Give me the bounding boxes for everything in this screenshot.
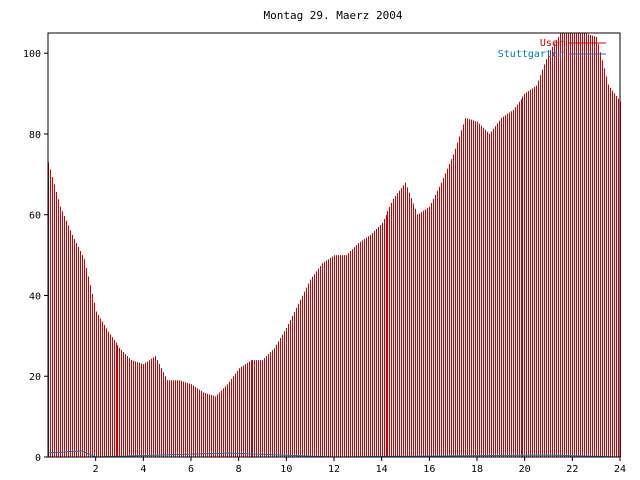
x-tick-label: 18: [471, 464, 483, 475]
stuttgarter-line: [47, 450, 621, 458]
chart-title: Montag 29. Maerz 2004: [263, 9, 402, 22]
x-tick-label: 20: [519, 464, 531, 475]
y-tick-label: 100: [23, 49, 41, 60]
y-tick-label: 0: [35, 453, 41, 464]
legend-label-1: Stuttgarter: [498, 49, 564, 60]
y-tick-label: 60: [29, 211, 41, 222]
x-tick-label: 2: [93, 464, 99, 475]
x-tick-label: 10: [280, 464, 292, 475]
x-tick-label: 4: [140, 464, 146, 475]
x-tick-label: 24: [614, 464, 626, 475]
x-tick-label: 22: [566, 464, 578, 475]
legend-label-0: User: [540, 38, 564, 49]
series-layer: [47, 450, 621, 458]
y-tick-label: 20: [29, 372, 41, 383]
y-tick-label: 40: [29, 291, 41, 302]
x-tick-label: 16: [423, 464, 435, 475]
x-tick-label: 8: [236, 464, 242, 475]
x-tick-label: 14: [376, 464, 388, 475]
x-tick-label: 6: [188, 464, 194, 475]
bars-layer: [48, 33, 621, 457]
x-tick-label: 12: [328, 464, 340, 475]
y-tick-label: 80: [29, 130, 41, 141]
